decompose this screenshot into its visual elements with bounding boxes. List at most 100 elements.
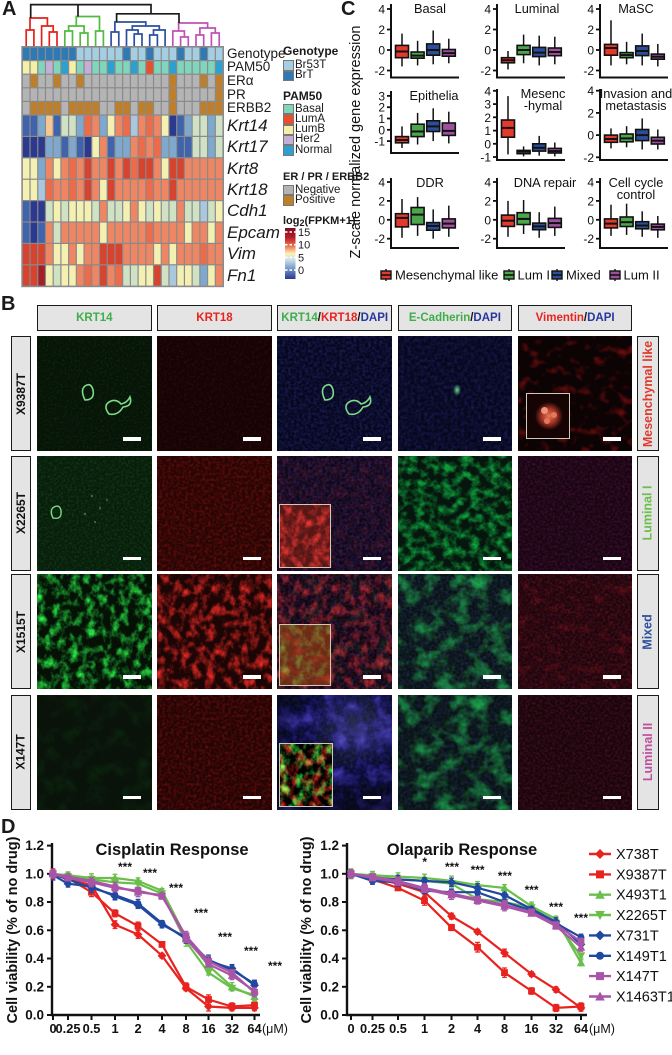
svg-text:***: *** (498, 869, 512, 883)
svg-text:Mesenc: Mesenc (521, 86, 566, 101)
svg-text:2: 2 (134, 1021, 141, 1036)
svg-text:-1: -1 (480, 151, 491, 165)
svg-text:Mixed: Mixed (566, 268, 601, 283)
svg-text:64: 64 (574, 1021, 589, 1036)
svg-text:2: 2 (378, 101, 385, 115)
svg-text:-2: -2 (480, 232, 491, 246)
svg-text:-2: -2 (583, 151, 594, 165)
svg-text:4: 4 (587, 3, 594, 17)
svg-text:(μM): (μM) (262, 1022, 288, 1036)
svg-text:MaSC: MaSC (618, 1, 654, 16)
svg-text:3: 3 (484, 98, 491, 112)
svg-text:32: 32 (549, 1021, 563, 1036)
svg-text:2: 2 (587, 106, 594, 120)
svg-text:2: 2 (587, 194, 594, 208)
svg-text:15: 15 (298, 227, 310, 239)
svg-text:2: 2 (484, 194, 491, 208)
svg-text:1.2: 1.2 (320, 838, 339, 853)
svg-text:0: 0 (378, 213, 385, 227)
svg-text:0.5: 0.5 (389, 1021, 407, 1036)
svg-text:X2265T: X2265T (616, 908, 667, 924)
svg-text:metastasis: metastasis (605, 98, 666, 113)
svg-text:4: 4 (484, 84, 491, 98)
svg-text:4: 4 (587, 176, 594, 190)
svg-text:***: *** (525, 883, 539, 897)
svg-text:0.0: 0.0 (320, 1008, 339, 1023)
svg-text:0.2: 0.2 (320, 979, 339, 994)
svg-text:0.2: 0.2 (25, 979, 44, 994)
svg-text:Cell viability (% of no drug): Cell viability (% of no drug) (299, 836, 315, 1023)
svg-text:2: 2 (484, 111, 491, 125)
svg-text:X9387T: X9387T (616, 867, 667, 883)
svg-text:-2: -2 (374, 64, 385, 78)
svg-text:Cell cycle: Cell cycle (609, 175, 664, 190)
svg-text:***: *** (244, 944, 258, 958)
svg-text:0.5: 0.5 (83, 1021, 101, 1036)
svg-text:8: 8 (182, 1021, 189, 1036)
svg-text:-2: -2 (583, 232, 594, 246)
svg-text:control: control (617, 187, 655, 202)
svg-text:0.25: 0.25 (56, 1021, 81, 1036)
svg-text:*: * (422, 855, 427, 869)
svg-text:4: 4 (484, 176, 491, 190)
svg-text:4: 4 (378, 3, 385, 17)
svg-text:4: 4 (158, 1021, 166, 1036)
svg-text:***: *** (118, 860, 132, 874)
svg-text:X147T: X147T (616, 969, 659, 985)
svg-text:1.0: 1.0 (320, 866, 339, 881)
svg-text:0.0: 0.0 (25, 1008, 44, 1023)
svg-text:Lum II: Lum II (624, 268, 660, 283)
svg-text:0.8: 0.8 (320, 895, 339, 910)
svg-text:0: 0 (484, 213, 491, 227)
svg-text:***: *** (218, 930, 232, 944)
svg-text:3: 3 (378, 89, 385, 103)
svg-text:Invasion and: Invasion and (600, 86, 672, 101)
svg-text:***: *** (268, 959, 282, 973)
svg-text:0: 0 (378, 44, 385, 58)
svg-text:0: 0 (587, 213, 594, 227)
svg-text:Cisplatin Response: Cisplatin Response (95, 841, 248, 859)
svg-text:1.0: 1.0 (25, 866, 44, 881)
svg-text:X1463T1: X1463T1 (616, 990, 672, 1006)
svg-text:10: 10 (298, 240, 310, 252)
svg-text:0.6: 0.6 (25, 923, 44, 938)
svg-text:***: *** (169, 881, 183, 895)
svg-text:0.4: 0.4 (25, 951, 44, 966)
svg-text:***: *** (574, 911, 588, 925)
svg-text:1: 1 (378, 112, 385, 126)
svg-text:***: *** (549, 900, 563, 914)
svg-text:-2: -2 (583, 64, 594, 78)
svg-text:X493T1: X493T1 (616, 888, 667, 904)
svg-text:2: 2 (378, 194, 385, 208)
svg-text:(μM): (μM) (589, 1022, 615, 1036)
svg-text:0.25: 0.25 (360, 1021, 385, 1036)
svg-text:0: 0 (587, 44, 594, 58)
svg-text:2: 2 (484, 23, 491, 37)
svg-text:-2: -2 (480, 64, 491, 78)
svg-text:1.2: 1.2 (25, 838, 44, 853)
svg-text:1: 1 (484, 124, 491, 138)
svg-text:DNA repair: DNA repair (514, 175, 577, 190)
svg-text:0: 0 (378, 123, 385, 137)
svg-text:X731T: X731T (616, 928, 659, 944)
svg-text:Lum I: Lum I (518, 268, 551, 283)
svg-text:Olaparib Response: Olaparib Response (387, 841, 537, 859)
svg-text:***: *** (143, 866, 157, 880)
svg-text:0.8: 0.8 (25, 895, 44, 910)
svg-text:0: 0 (298, 265, 304, 277)
svg-text:0: 0 (347, 1021, 354, 1036)
svg-text:8: 8 (501, 1021, 508, 1036)
svg-text:1: 1 (421, 1021, 428, 1036)
svg-text:0: 0 (484, 44, 491, 58)
svg-text:32: 32 (225, 1021, 239, 1036)
svg-text:0: 0 (49, 1021, 56, 1036)
svg-text:Z-scale normalized gene expres: Z-scale normalized gene expression (348, 26, 364, 259)
svg-text:4: 4 (484, 3, 491, 17)
svg-text:2: 2 (378, 23, 385, 37)
svg-text:-1: -1 (374, 135, 385, 149)
svg-text:5: 5 (298, 252, 304, 264)
svg-text:Luminal: Luminal (515, 1, 560, 16)
svg-text:-hymal: -hymal (524, 98, 562, 113)
svg-text:Mesenchymal like: Mesenchymal like (395, 268, 498, 283)
svg-text:Basal: Basal (414, 1, 446, 16)
